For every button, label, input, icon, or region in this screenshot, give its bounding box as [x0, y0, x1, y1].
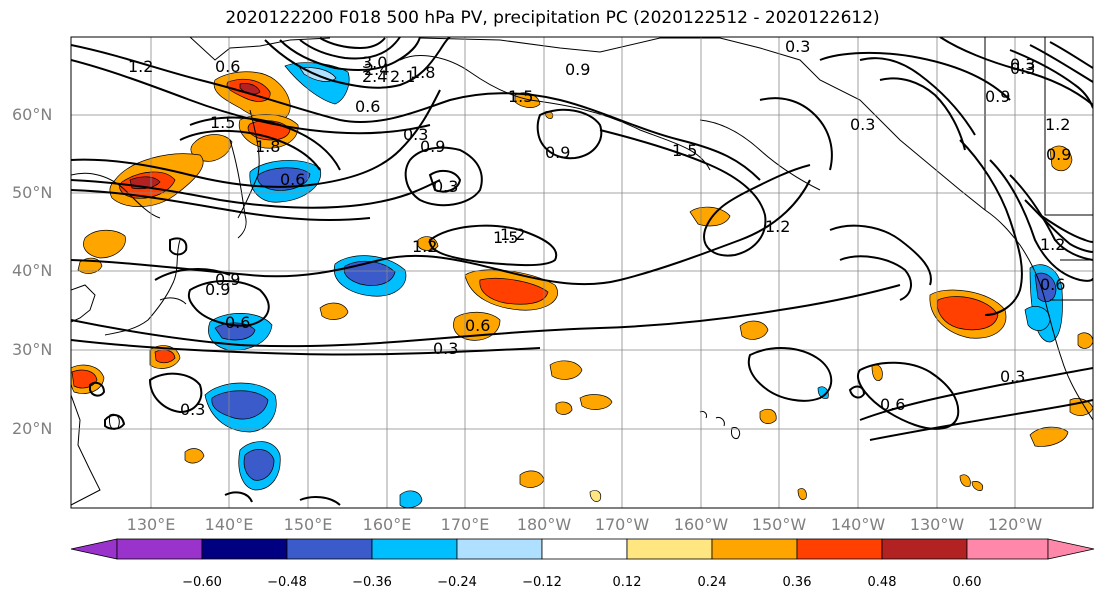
- lon-label: 170°W: [594, 515, 650, 534]
- contour-label: 1.8: [410, 63, 435, 82]
- colorbar-bin: [711, 538, 798, 560]
- colorbar-tick-label: 0.12: [612, 575, 642, 590]
- lon-label: 170°E: [440, 515, 490, 534]
- contour-label: 3.0: [362, 53, 387, 72]
- contour-label: 0.3: [1010, 55, 1035, 74]
- colorbar-bin: [201, 538, 288, 560]
- contour-label: 0.3: [180, 400, 205, 419]
- pv-contours: [71, 37, 1093, 506]
- lon-label: 180°W: [516, 515, 572, 534]
- contour-labels: 1.2 0.6 3.0 2.4 2.1 1.8 0.9 0.3 1.5 0.6 …: [128, 37, 1071, 419]
- colorbar-tick-label: 0.24: [697, 575, 727, 590]
- contour-label: 0.6: [215, 57, 240, 76]
- colorbar-tick-label: −0.12: [522, 575, 562, 590]
- colorbar-bin: [371, 538, 458, 560]
- lon-label: 140°E: [204, 515, 254, 534]
- contour-label: 1.5: [493, 228, 518, 247]
- map-border: [70, 36, 1094, 509]
- contour-label: 1.5: [508, 87, 533, 106]
- lon-label: 150°W: [751, 515, 807, 534]
- colorbar-bin: [626, 538, 713, 560]
- contour-label: 0.6: [280, 170, 305, 189]
- colorbar-tick-label: −0.60: [182, 575, 222, 590]
- contour-label: 2.1: [390, 67, 415, 86]
- colorbar-bin: [456, 538, 543, 560]
- contour-label: 0.9: [565, 60, 590, 79]
- map-title: 2020122200 F018 500 hPa PV, precipitatio…: [225, 8, 880, 28]
- colorbar-bin: [286, 538, 373, 560]
- contour-label: 1.5: [672, 141, 697, 160]
- colorbar-bin: [796, 538, 883, 560]
- colorbar-tick-label: −0.24: [437, 575, 477, 590]
- colorbar-tick-label: 0.60: [952, 575, 982, 590]
- contour-label: 1.8: [255, 137, 280, 156]
- lon-label: 140°W: [830, 515, 886, 534]
- contour-label: 0.6: [1040, 275, 1065, 294]
- lat-label: 50°N: [12, 183, 53, 202]
- contour-label: 0.9: [545, 143, 570, 162]
- contour-label: 2.4: [364, 60, 389, 79]
- contour-label: 1.5: [210, 113, 235, 132]
- contour-label: 1.2: [128, 57, 153, 76]
- colorbar-bin: [541, 538, 628, 560]
- contour-label: 1.2: [412, 237, 437, 256]
- colorbar-extend-high: [1047, 538, 1095, 560]
- colorbar-bin: [966, 538, 1049, 560]
- contour-label: 2.4: [362, 67, 387, 86]
- lon-label: 130°E: [126, 515, 176, 534]
- contour-label: 1.2: [1040, 235, 1065, 254]
- colorbar-tick-label: 0.48: [867, 575, 897, 590]
- lat-label: 40°N: [12, 261, 53, 280]
- contour-label: 0.9: [215, 270, 240, 289]
- lon-label: 130°W: [909, 515, 965, 534]
- colorbar-extend-low: [70, 538, 118, 560]
- colorbar-tick-label: −0.36: [352, 575, 392, 590]
- colorbar: [70, 538, 1095, 560]
- contour-label: 0.9: [1046, 145, 1071, 164]
- contour-label: 0.6: [465, 316, 490, 335]
- colorbar-bin: [881, 538, 968, 560]
- lon-label: 120°W: [987, 515, 1043, 534]
- contour-label: 1.2: [765, 217, 790, 236]
- contour-label: 0.6: [225, 313, 250, 332]
- lat-label: 30°N: [12, 340, 53, 359]
- contour-label: 0.3: [850, 115, 875, 134]
- lat-label: 60°N: [12, 105, 53, 124]
- contour-label: 0.3: [1000, 367, 1025, 386]
- contour-label: 1.2: [1045, 115, 1070, 134]
- lon-label: 160°W: [673, 515, 729, 534]
- lon-label: 160°E: [362, 515, 412, 534]
- contour-label: 0.9: [420, 137, 445, 156]
- lat-label: 20°N: [12, 419, 53, 438]
- contour-label: 0.3: [1010, 59, 1035, 78]
- contour-label: 0.6: [880, 395, 905, 414]
- contour-label: 0.9: [985, 87, 1010, 106]
- colorbar-tick-label: −0.48: [267, 575, 307, 590]
- contour-label: 0.3: [403, 125, 428, 144]
- contour-label: 0.3: [785, 37, 810, 56]
- colorbar-tick-label: 0.36: [782, 575, 812, 590]
- precip-shading: [71, 62, 1093, 508]
- colorbar-bin: [116, 538, 203, 560]
- lon-label: 150°E: [283, 515, 333, 534]
- contour-label: 0.6: [355, 97, 380, 116]
- contour-label: 0.9: [205, 280, 230, 299]
- contour-label: 0.3: [433, 339, 458, 358]
- contour-label: 0.3: [433, 177, 458, 196]
- contour-label: 1.2: [500, 225, 525, 244]
- graticule: [71, 37, 1093, 508]
